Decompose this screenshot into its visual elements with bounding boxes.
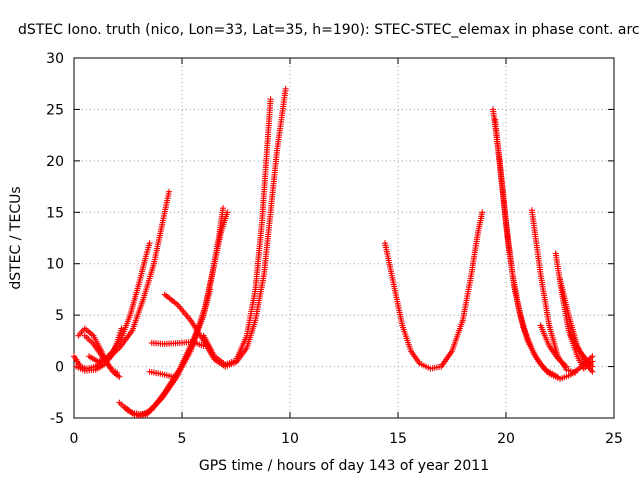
plot-frame xyxy=(73,57,615,419)
data-point xyxy=(146,240,153,247)
data-point xyxy=(118,325,125,332)
data-point xyxy=(572,369,579,376)
arc-series xyxy=(552,250,596,372)
data-point xyxy=(479,209,486,216)
y-tick-label: 30 xyxy=(46,51,64,67)
y-tick-label: 20 xyxy=(46,154,64,170)
data-point xyxy=(166,188,173,195)
arc-series xyxy=(146,368,177,380)
data-point xyxy=(170,373,177,380)
arc-series xyxy=(129,205,227,418)
y-axis-title: dSTEC / TECUs xyxy=(8,186,24,289)
arc-series xyxy=(537,322,570,370)
grid xyxy=(74,58,614,418)
arc-series xyxy=(148,338,207,349)
y-tick-label: 0 xyxy=(55,360,64,376)
x-tick-label: 0 xyxy=(70,431,79,447)
arc-series xyxy=(161,85,289,370)
arc-series xyxy=(382,209,486,372)
x-tick-label: 15 xyxy=(389,431,407,447)
chart-title: dSTEC Iono. truth (nico, Lon=33, Lat=35,… xyxy=(18,22,640,38)
data-point xyxy=(220,205,227,212)
y-tick-label: -5 xyxy=(50,411,64,427)
arc-series xyxy=(528,207,579,376)
x-tick-label: 25 xyxy=(605,431,623,447)
data-point xyxy=(267,96,274,103)
y-tick-label: 15 xyxy=(46,205,64,221)
arc-series xyxy=(200,96,274,368)
data-points xyxy=(71,85,596,419)
y-axis-ticks: -5 0 5 10 15 20 25 30 xyxy=(46,51,614,427)
data-point xyxy=(563,363,570,370)
data-point xyxy=(282,85,289,92)
data-point xyxy=(114,369,121,376)
y-tick-label: 10 xyxy=(46,257,64,273)
arc-series xyxy=(567,332,596,370)
y-tick-label: 5 xyxy=(55,308,64,324)
x-tick-label: 10 xyxy=(281,431,299,447)
y-tick-label: 25 xyxy=(46,102,64,118)
data-point xyxy=(589,363,596,370)
x-axis-title: GPS time / hours of day 143 of year 2011 xyxy=(199,458,489,474)
data-point xyxy=(554,373,561,380)
arc-series xyxy=(490,106,596,382)
arc-series xyxy=(86,188,173,365)
x-axis-ticks: 0 5 10 15 20 25 xyxy=(70,58,623,447)
data-point xyxy=(589,368,596,375)
x-tick-label: 20 xyxy=(497,431,515,447)
data-point xyxy=(589,353,596,360)
x-tick-label: 5 xyxy=(178,431,187,447)
data-point xyxy=(116,373,123,380)
arc-series xyxy=(492,116,561,380)
arc-series xyxy=(116,286,214,419)
